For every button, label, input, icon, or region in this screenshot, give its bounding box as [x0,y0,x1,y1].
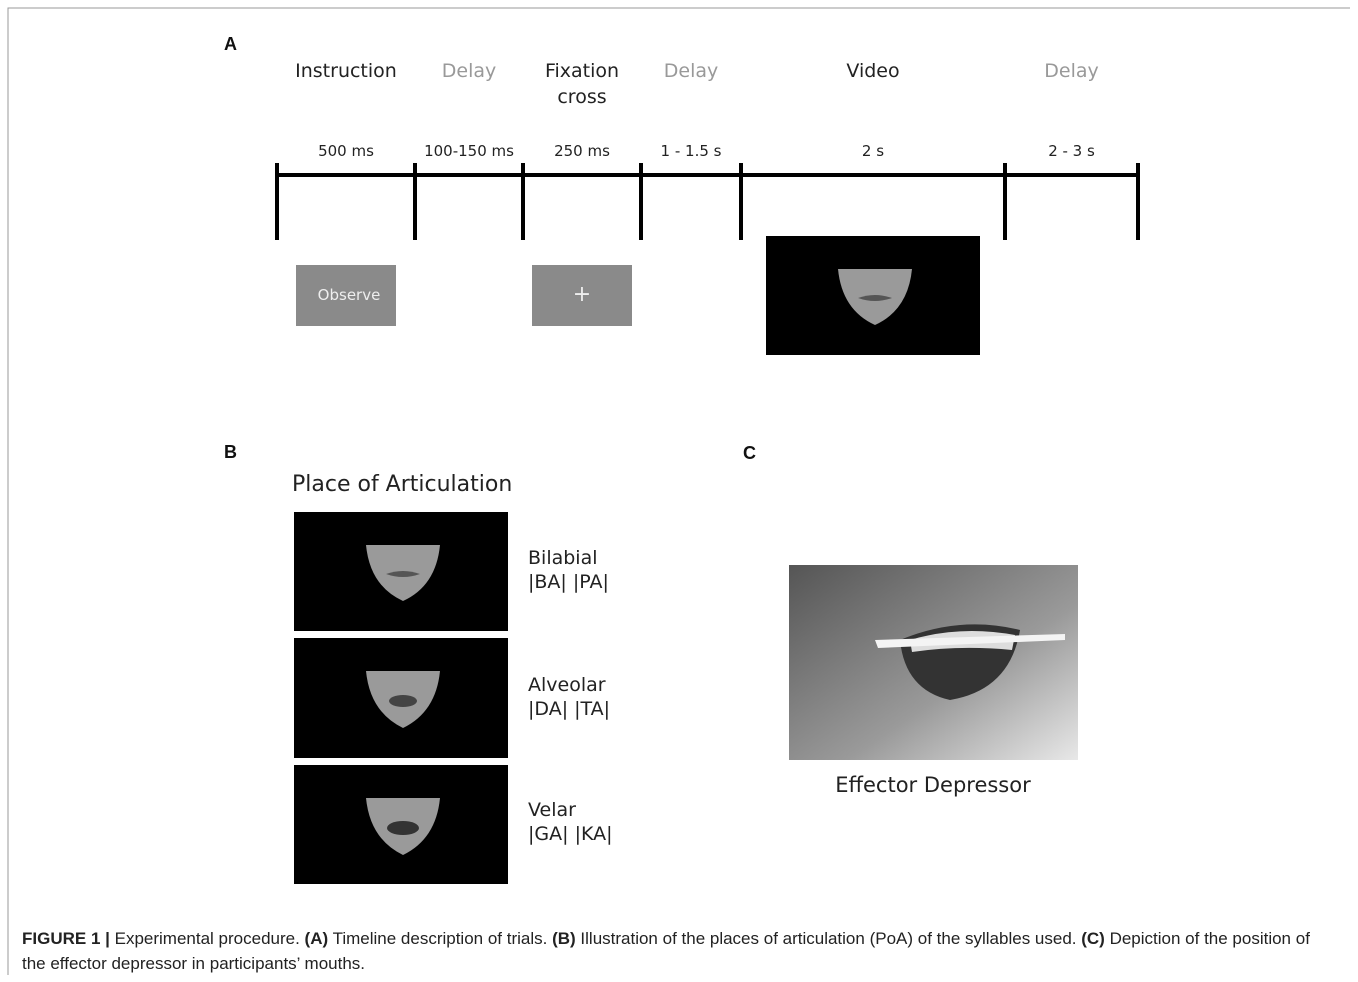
poa-name: Bilabial [528,546,598,570]
caption-segment: (C) [1081,929,1105,948]
fixation-text: + [573,282,591,307]
panel-title: Place of Articulation [292,472,512,497]
poa-syllables: |GA| |KA| [528,822,613,846]
panel-label: A [224,34,237,55]
photo-caption: Effector Depressor [835,773,1030,797]
caption-segment: Timeline description of trials. [328,929,552,948]
caption-segment: (A) [305,929,329,948]
video-frame [766,236,980,355]
phase-duration: 2 s [862,142,884,160]
caption-segment: Illustration of the places of articulati… [576,929,1082,948]
effector-photo [789,565,1078,760]
observe-text: Observe [318,286,381,304]
phase-duration: 100-150 ms [424,142,514,160]
phase-duration: 500 ms [318,142,374,160]
timeline [277,163,1140,240]
phase-name: Delay [1012,58,1132,84]
phase-name: Fixation cross [527,58,637,110]
phase-duration: 1 - 1.5 s [661,142,722,160]
poa-name: Velar [528,798,576,822]
caption-segment: FIGURE 1 | [22,929,110,948]
page: A Instruction 500 ms Delay 100-150 ms Fixati… [0,0,1358,982]
poa-syllables: |BA| |PA| [528,570,609,594]
figure-caption: FIGURE 1 | Experimental procedure. (A) T… [22,926,1332,976]
poa-videos [294,512,508,884]
phase-name: Delay [645,58,737,84]
phase-duration: 2 - 3 s [1048,142,1095,160]
caption-segment: (B) [552,929,576,948]
phase-name: Video [813,58,933,84]
phase-duration: 250 ms [554,142,610,160]
poa-syllables: |DA| |TA| [528,697,610,721]
panel-label: B [224,442,237,463]
panel-label: C [743,443,756,464]
caption-segment: Experimental procedure. [110,929,305,948]
phase-name: Delay [419,58,519,84]
phase-name: Instruction [286,58,406,84]
poa-name: Alveolar [528,673,606,697]
